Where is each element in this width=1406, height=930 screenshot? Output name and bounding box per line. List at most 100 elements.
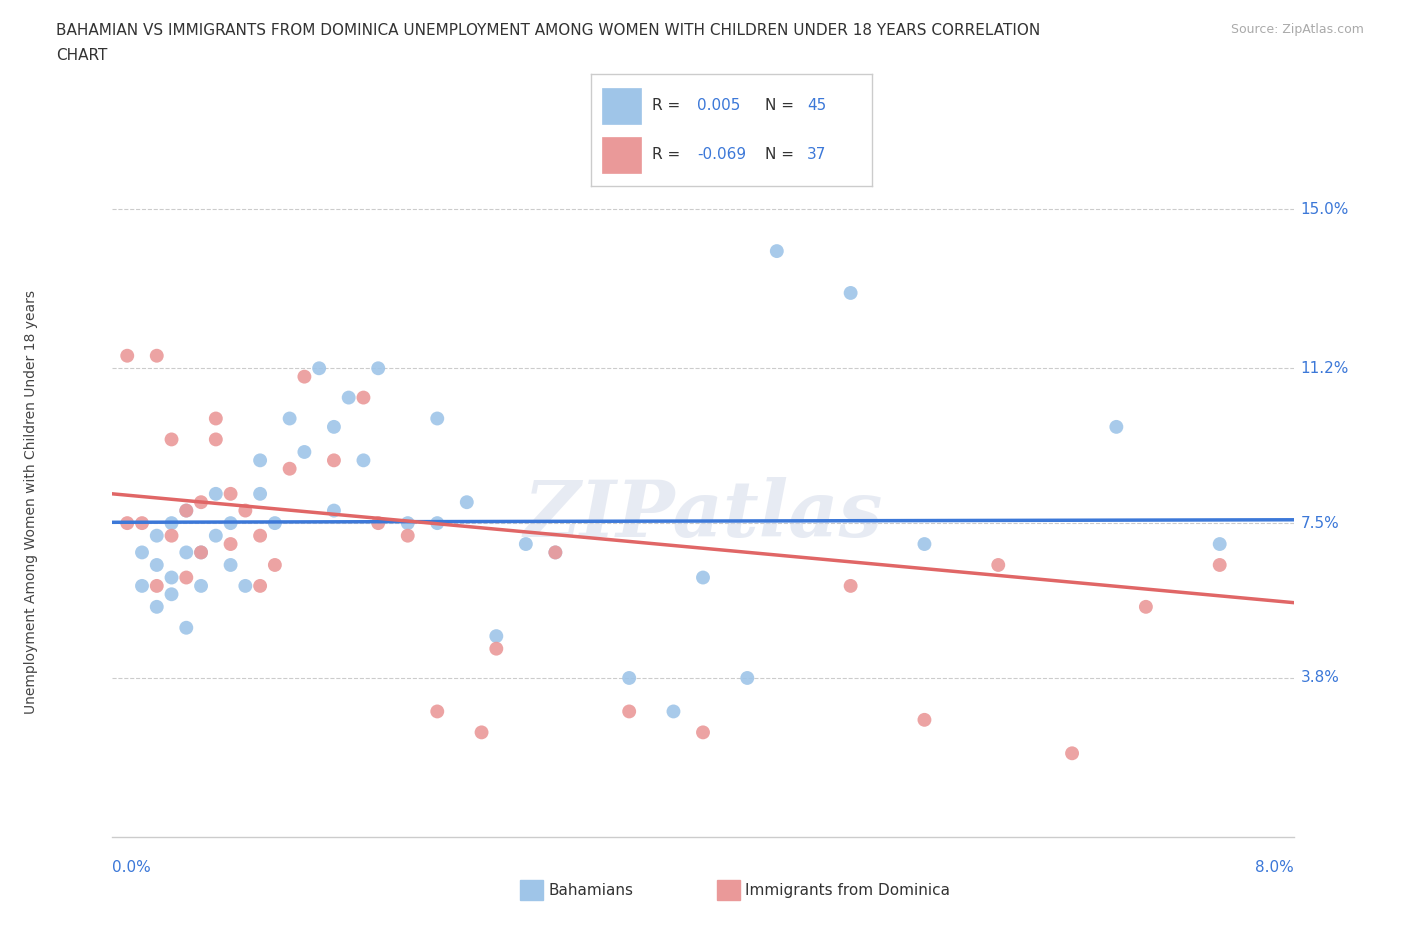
Point: [1208, 537, 1232, 551]
Point: [264, 558, 287, 573]
Point: [160, 570, 183, 585]
Point: [190, 578, 212, 593]
Text: 8.0%: 8.0%: [1254, 860, 1294, 875]
Point: [205, 528, 228, 543]
Point: [117, 349, 138, 364]
Text: 3.8%: 3.8%: [1301, 671, 1340, 685]
Point: [174, 620, 197, 635]
Point: [426, 704, 449, 719]
Point: [485, 642, 508, 657]
Point: [323, 453, 346, 468]
Point: [249, 578, 271, 593]
Point: [367, 361, 389, 376]
Point: [146, 578, 169, 593]
Point: [692, 570, 714, 585]
Point: [219, 516, 242, 531]
Point: [278, 461, 301, 476]
Point: [426, 516, 449, 531]
Point: [426, 411, 449, 426]
Point: [292, 369, 315, 384]
Point: [174, 503, 197, 518]
Point: [367, 516, 389, 531]
Point: [249, 453, 271, 468]
Point: [544, 545, 567, 560]
Point: [839, 578, 862, 593]
Point: [352, 391, 374, 405]
Point: [352, 453, 374, 468]
Point: [1062, 746, 1084, 761]
Point: [146, 558, 169, 573]
Point: [190, 545, 212, 560]
Point: [323, 503, 346, 518]
Text: R =: R =: [652, 147, 686, 162]
Point: [692, 725, 714, 740]
Point: [146, 349, 169, 364]
Point: [219, 537, 242, 551]
Bar: [602, 137, 641, 173]
Text: N =: N =: [765, 99, 799, 113]
Point: [1105, 419, 1128, 434]
Text: 11.2%: 11.2%: [1301, 361, 1348, 376]
Text: 45: 45: [807, 99, 827, 113]
Point: [396, 528, 419, 543]
Point: [619, 671, 641, 685]
Text: Unemployment Among Women with Children Under 18 years: Unemployment Among Women with Children U…: [24, 290, 38, 714]
Point: [205, 411, 228, 426]
Text: Source: ZipAtlas.com: Source: ZipAtlas.com: [1230, 23, 1364, 36]
Text: BAHAMIAN VS IMMIGRANTS FROM DOMINICA UNEMPLOYMENT AMONG WOMEN WITH CHILDREN UNDE: BAHAMIAN VS IMMIGRANTS FROM DOMINICA UNE…: [56, 23, 1040, 38]
Point: [1135, 600, 1157, 615]
Text: CHART: CHART: [56, 48, 108, 63]
Point: [323, 419, 346, 434]
Point: [662, 704, 685, 719]
Point: [233, 578, 256, 593]
Text: -0.069: -0.069: [697, 147, 747, 162]
Point: [219, 486, 242, 501]
Point: [219, 558, 242, 573]
Point: [619, 704, 641, 719]
Point: [131, 578, 153, 593]
Point: [174, 545, 197, 560]
Point: [190, 545, 212, 560]
Point: [544, 545, 567, 560]
Point: [914, 537, 936, 551]
Point: [131, 545, 153, 560]
Text: Bahamians: Bahamians: [548, 883, 633, 897]
Point: [160, 587, 183, 602]
Text: 0.0%: 0.0%: [112, 860, 152, 875]
Text: R =: R =: [652, 99, 686, 113]
Point: [160, 528, 183, 543]
Text: ZIPatlas: ZIPatlas: [523, 477, 883, 554]
Text: N =: N =: [765, 147, 799, 162]
Point: [117, 516, 138, 531]
Point: [146, 528, 169, 543]
Point: [471, 725, 494, 740]
Point: [233, 503, 256, 518]
Point: [249, 486, 271, 501]
Point: [146, 600, 169, 615]
Point: [131, 516, 153, 531]
Point: [337, 391, 360, 405]
Point: [1208, 558, 1232, 573]
Point: [987, 558, 1010, 573]
Point: [190, 495, 212, 510]
Point: [765, 244, 787, 259]
Point: [308, 361, 330, 376]
Point: [264, 516, 287, 531]
Point: [456, 495, 478, 510]
Point: [205, 432, 228, 447]
Point: [174, 503, 197, 518]
Point: [914, 712, 936, 727]
Text: 7.5%: 7.5%: [1301, 515, 1340, 531]
Point: [174, 570, 197, 585]
Point: [160, 516, 183, 531]
Point: [205, 486, 228, 501]
Text: 37: 37: [807, 147, 827, 162]
Text: 0.005: 0.005: [697, 99, 741, 113]
Point: [292, 445, 315, 459]
Text: 15.0%: 15.0%: [1301, 202, 1348, 217]
Point: [278, 411, 301, 426]
Text: Immigrants from Dominica: Immigrants from Dominica: [745, 883, 950, 897]
Point: [839, 286, 862, 300]
Point: [737, 671, 759, 685]
Point: [515, 537, 537, 551]
